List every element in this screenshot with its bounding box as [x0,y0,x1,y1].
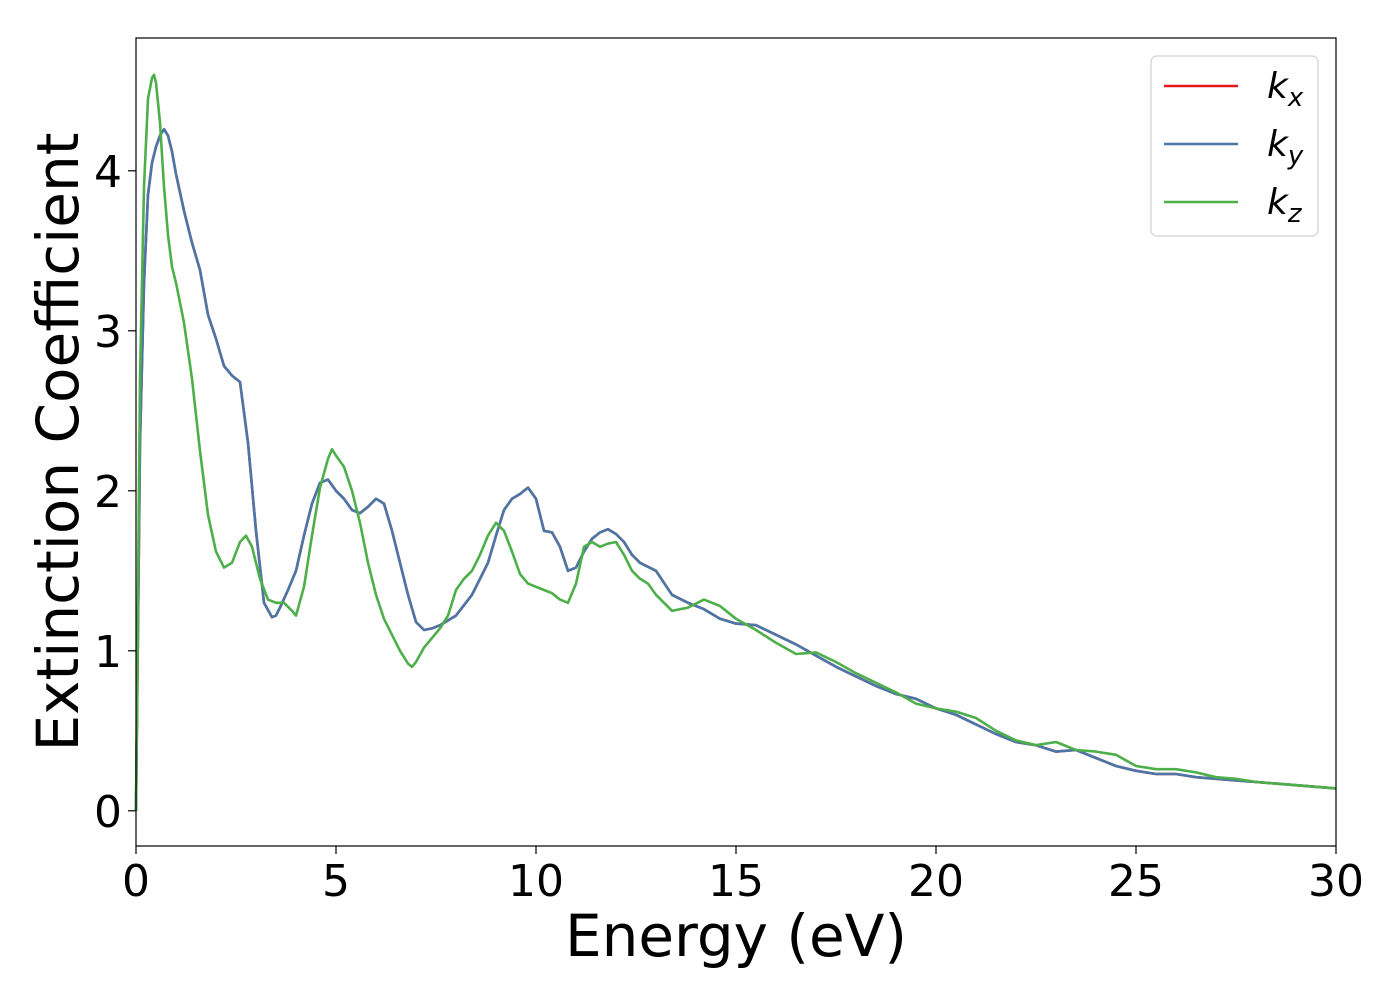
x-axis-title: Energy (eV) [565,902,907,970]
series-line-kz [134,73,1337,811]
x-axis-ticks: 0 5 10 15 20 25 30 [122,846,1364,907]
legend-box [1150,55,1319,237]
y-tick-label: 4 [94,147,122,198]
y-axis-title: Extinction Coefficient [24,133,92,752]
y-tick-label: 3 [94,307,122,358]
x-tick-label: 10 [508,856,564,907]
x-tick-label: 25 [1108,856,1164,907]
y-axis-ticks: 0 1 2 3 4 [94,147,136,838]
y-tick-label: 1 [94,627,122,678]
series-line-ky [134,127,1337,811]
legend-label-ky: ky [1267,124,1304,171]
y-tick-label: 0 [94,787,122,838]
x-tick-label: 30 [1308,856,1364,907]
y-tick-label: 2 [94,467,122,518]
series-layer [134,73,1337,811]
x-tick-label: 5 [322,856,350,907]
x-tick-label: 20 [908,856,964,907]
x-tick-label: 0 [122,856,150,907]
legend-label-kz: kz [1267,182,1303,229]
legend-label-kx: kx [1267,66,1304,113]
legend: kx ky kz [1150,55,1319,237]
x-tick-label: 15 [708,856,764,907]
